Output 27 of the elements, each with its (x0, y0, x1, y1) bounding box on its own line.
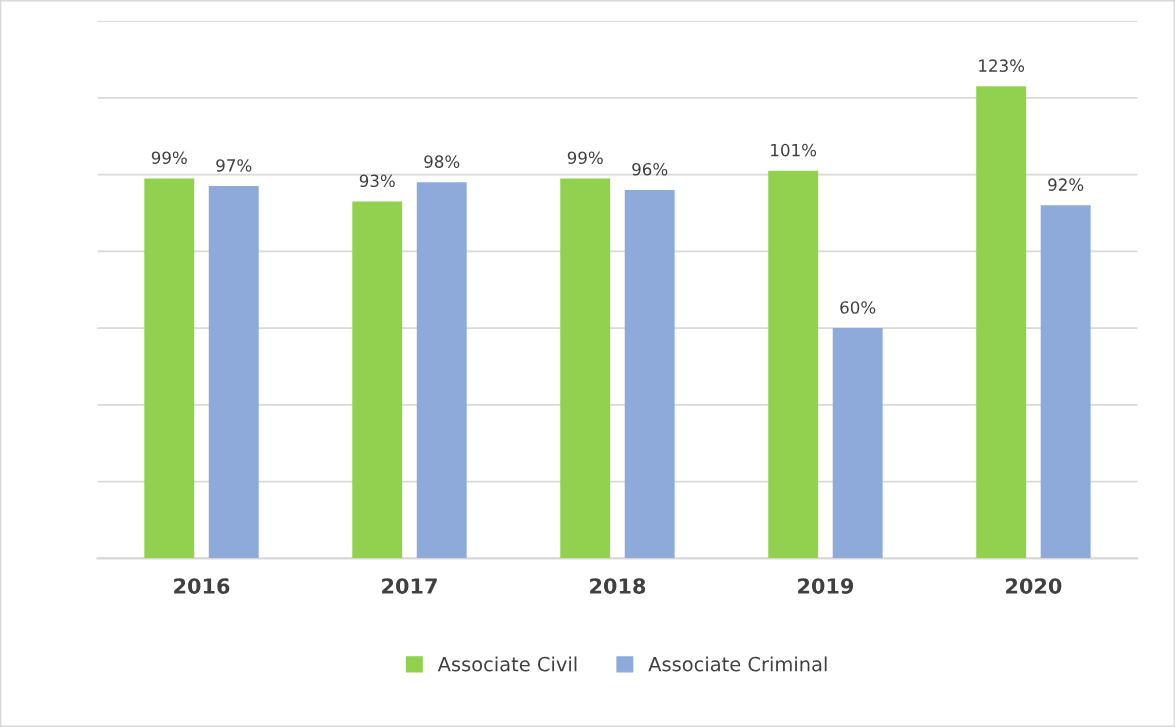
bar (416, 182, 467, 559)
bar (832, 328, 883, 559)
data-label: 60% (840, 301, 876, 314)
data-label: 98% (424, 155, 460, 168)
bar (976, 86, 1027, 559)
bar (1040, 205, 1091, 559)
x-tick-label: 2018 (590, 578, 646, 594)
data-label: 99% (151, 151, 187, 165)
bar (208, 186, 259, 559)
data-label: 92% (1048, 178, 1084, 191)
bar (352, 201, 403, 559)
data-label: 96% (632, 162, 668, 176)
bar (144, 178, 195, 559)
bar (768, 170, 819, 559)
x-tick-label: 2020 (1006, 578, 1062, 594)
bar (560, 178, 611, 559)
x-tick-label: 2017 (382, 578, 437, 594)
data-label: 101% (771, 143, 817, 157)
legend-label: Associate Civil (437, 656, 577, 672)
data-label: 99% (567, 151, 603, 165)
x-tick-label: 2019 (798, 578, 854, 594)
legend-label: Associate Criminal (648, 656, 827, 672)
bar (624, 189, 675, 559)
data-label: 123% (979, 59, 1025, 72)
data-label: 93% (359, 174, 395, 188)
x-tick-label: 2016 (174, 578, 230, 594)
data-label: 97% (216, 159, 252, 172)
